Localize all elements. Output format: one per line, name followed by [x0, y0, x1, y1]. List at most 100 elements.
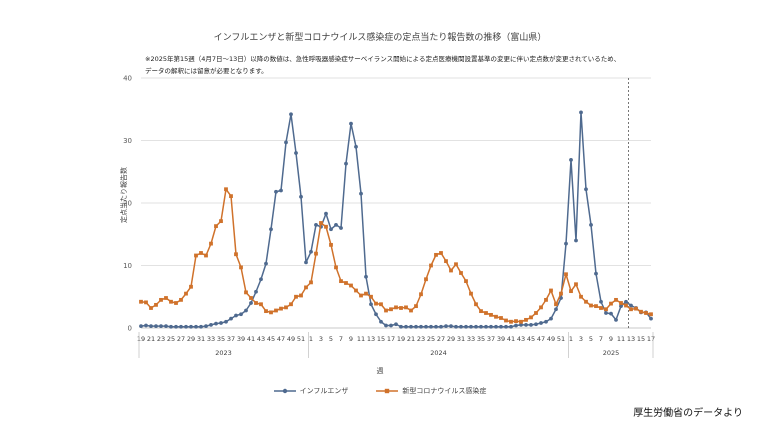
chart-title: インフルエンザと新型コロナウイルス感染症の定点当たり報告数の推移（富山県）	[213, 33, 547, 43]
x-tick-label: 41	[247, 335, 255, 343]
covid-point	[509, 319, 513, 324]
x-tick-label: 33	[207, 335, 215, 343]
influenza-point	[359, 191, 363, 196]
influenza-point	[609, 311, 613, 316]
covid-point	[434, 252, 438, 257]
x-tick-label: 27	[177, 335, 185, 343]
influenza-point	[589, 222, 593, 227]
influenza-point	[649, 316, 653, 321]
influenza-point	[379, 319, 383, 324]
x-tick-label: 17	[647, 335, 655, 343]
influenza-point	[409, 324, 413, 329]
influenza-point	[279, 188, 283, 193]
influenza-point	[629, 303, 633, 308]
influenza-point	[169, 324, 173, 329]
covid-point	[189, 284, 193, 289]
influenza-point	[309, 249, 313, 254]
influenza-point	[164, 324, 168, 329]
x-tick-label: 19	[397, 335, 405, 343]
influenza-point	[174, 324, 178, 329]
covid-point	[159, 297, 163, 302]
note-line-1: ※2025年第15週（4月7日～13日）以降の数値は、急性呼吸器感染症サーベイラ…	[145, 55, 621, 63]
influenza-point	[429, 324, 433, 329]
influenza-point	[209, 322, 213, 327]
influenza-point	[614, 317, 618, 322]
x-tick-label: 35	[217, 335, 225, 343]
covid-point	[279, 306, 283, 311]
x-tick-label: 29	[187, 335, 195, 343]
x-tick-label: 11	[357, 335, 365, 343]
covid-point	[239, 265, 243, 270]
covid-point	[439, 251, 443, 255]
influenza-point	[584, 187, 588, 192]
influenza-point	[539, 321, 543, 325]
x-tick-label: 3	[319, 335, 323, 343]
influenza-point	[544, 319, 548, 324]
covid-point	[579, 294, 583, 299]
influenza-point	[414, 324, 418, 329]
covid-point	[244, 290, 248, 295]
y-tick-label: 40	[123, 75, 132, 83]
influenza-point	[224, 319, 228, 324]
covid-point	[489, 312, 493, 317]
x-tick-label: 1	[569, 335, 573, 343]
covid-point	[344, 281, 348, 285]
covid-point	[474, 302, 478, 307]
x-tick-label: 45	[527, 335, 535, 343]
y-tick-label: 30	[123, 137, 132, 145]
covid-point	[224, 187, 228, 192]
covid-point	[514, 319, 518, 324]
covid-point	[419, 292, 423, 297]
covid-point	[319, 221, 323, 225]
covid-point	[364, 291, 368, 296]
covid-point	[339, 279, 343, 284]
covid-point	[499, 316, 503, 320]
influenza-point	[344, 161, 348, 166]
influenza-point	[574, 238, 578, 243]
x-tick-label: 37	[487, 335, 495, 343]
influenza-point	[184, 324, 188, 329]
covid-point	[479, 309, 483, 314]
influenza-point	[229, 316, 233, 321]
influenza-point	[264, 261, 268, 266]
x-tick-label: 23	[157, 335, 165, 343]
covid-point	[454, 262, 458, 267]
x-tick-label: 9	[609, 335, 613, 343]
x-tick-label: 43	[517, 335, 525, 343]
covid-point	[204, 253, 208, 258]
covid-point	[614, 297, 618, 302]
x-axis-label: 週	[376, 367, 384, 375]
x-tick-label: 31	[197, 335, 205, 343]
influenza-point	[284, 140, 288, 145]
x-tick-label: 39	[237, 335, 245, 343]
x-tick-label: 21	[407, 335, 415, 343]
influenza-point	[304, 260, 308, 265]
covid-point	[634, 306, 638, 311]
influenza-point	[149, 324, 153, 329]
influenza-point	[454, 324, 458, 329]
covid-point	[584, 299, 588, 304]
covid-point	[644, 311, 648, 315]
influenza-point	[529, 322, 533, 327]
influenza-point	[534, 322, 538, 327]
covid-point	[274, 308, 278, 313]
influenza-point	[299, 194, 303, 199]
x-tick-label: 19	[137, 335, 145, 343]
covid-point	[604, 307, 608, 312]
covid-point	[199, 251, 203, 255]
covid-point	[534, 311, 538, 315]
x-tick-label: 41	[507, 335, 515, 343]
influenza-point	[349, 121, 353, 126]
covid-point	[469, 291, 473, 296]
influenza-point	[369, 302, 373, 307]
covid-point	[619, 301, 623, 305]
x-tick-label: 5	[589, 335, 593, 343]
covid-point	[404, 305, 408, 310]
covid-point	[589, 303, 593, 308]
legend-influenza-marker	[273, 388, 296, 394]
influenza-point	[354, 144, 358, 149]
influenza-point	[329, 227, 333, 232]
legend-covid-label: 新型コロナウイルス感染症	[402, 387, 487, 395]
influenza-point	[459, 324, 463, 329]
influenza-point	[219, 321, 223, 325]
